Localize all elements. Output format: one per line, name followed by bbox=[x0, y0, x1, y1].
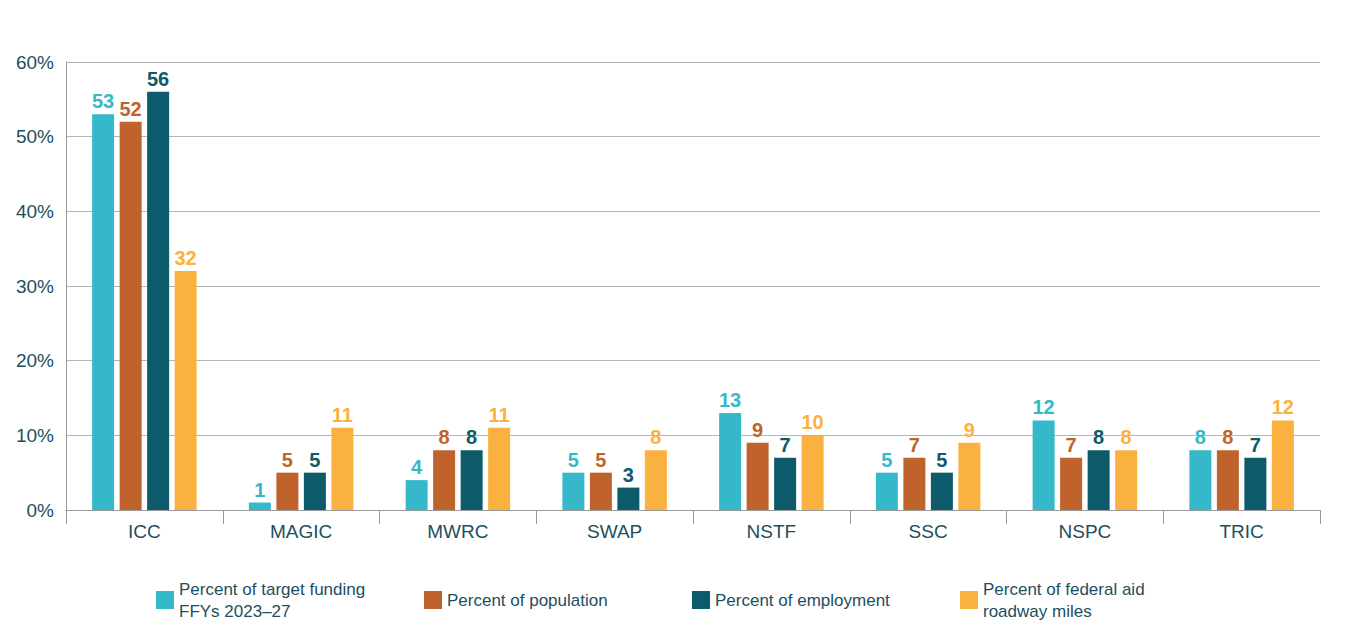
svg-text:12: 12 bbox=[1272, 396, 1294, 418]
svg-text:8: 8 bbox=[439, 426, 450, 448]
svg-text:7: 7 bbox=[1250, 434, 1261, 456]
svg-text:5: 5 bbox=[309, 449, 320, 471]
svg-text:8: 8 bbox=[1121, 426, 1132, 448]
svg-text:0%: 0% bbox=[27, 500, 55, 521]
svg-text:13: 13 bbox=[719, 389, 741, 411]
svg-text:7: 7 bbox=[909, 434, 920, 456]
svg-text:50%: 50% bbox=[16, 126, 54, 147]
svg-text:5: 5 bbox=[595, 449, 606, 471]
svg-text:11: 11 bbox=[489, 404, 510, 426]
svg-text:8: 8 bbox=[466, 426, 477, 448]
svg-text:56: 56 bbox=[147, 68, 169, 90]
svg-text:7: 7 bbox=[1066, 434, 1077, 456]
svg-text:8: 8 bbox=[1195, 426, 1206, 448]
svg-text:8: 8 bbox=[1222, 426, 1233, 448]
svg-text:40%: 40% bbox=[16, 201, 54, 222]
svg-text:12: 12 bbox=[1033, 396, 1055, 418]
svg-text:SWAP: SWAP bbox=[587, 521, 642, 542]
svg-text:MWRC: MWRC bbox=[427, 521, 488, 542]
svg-text:9: 9 bbox=[964, 419, 975, 441]
svg-text:Percent of population: Percent of population bbox=[447, 591, 608, 610]
svg-text:FFYs 2023–27: FFYs 2023–27 bbox=[179, 602, 291, 621]
svg-text:roadway miles: roadway miles bbox=[983, 602, 1092, 621]
svg-text:7: 7 bbox=[780, 434, 791, 456]
svg-text:60%: 60% bbox=[16, 52, 54, 73]
svg-text:53: 53 bbox=[92, 90, 114, 112]
svg-text:10: 10 bbox=[802, 411, 824, 433]
svg-text:5: 5 bbox=[881, 449, 892, 471]
svg-text:Percent of federal aid: Percent of federal aid bbox=[983, 580, 1149, 599]
svg-text:1: 1 bbox=[254, 479, 265, 501]
svg-text:4: 4 bbox=[411, 456, 423, 478]
svg-text:8: 8 bbox=[650, 426, 661, 448]
svg-text:20%: 20% bbox=[16, 350, 54, 371]
svg-text:SSC: SSC bbox=[909, 521, 948, 542]
svg-text:10%: 10% bbox=[16, 425, 54, 446]
svg-text:Percent of employment: Percent of employment bbox=[715, 591, 890, 610]
svg-text:5: 5 bbox=[936, 449, 947, 471]
svg-text:8: 8 bbox=[1093, 426, 1104, 448]
svg-text:TRIC: TRIC bbox=[1219, 521, 1263, 542]
svg-text:52: 52 bbox=[120, 98, 142, 120]
svg-text:5: 5 bbox=[282, 449, 293, 471]
svg-text:Percent of target funding: Percent of target funding bbox=[179, 580, 370, 599]
svg-text:30%: 30% bbox=[16, 276, 54, 297]
svg-text:5: 5 bbox=[568, 449, 579, 471]
svg-text:NSTF: NSTF bbox=[747, 521, 797, 542]
svg-text:3: 3 bbox=[623, 464, 634, 486]
svg-text:MAGIC: MAGIC bbox=[270, 521, 332, 542]
svg-text:11: 11 bbox=[332, 404, 353, 426]
svg-text:32: 32 bbox=[175, 247, 197, 269]
svg-text:NSPC: NSPC bbox=[1058, 521, 1111, 542]
svg-text:ICC: ICC bbox=[128, 521, 161, 542]
svg-text:9: 9 bbox=[752, 419, 763, 441]
